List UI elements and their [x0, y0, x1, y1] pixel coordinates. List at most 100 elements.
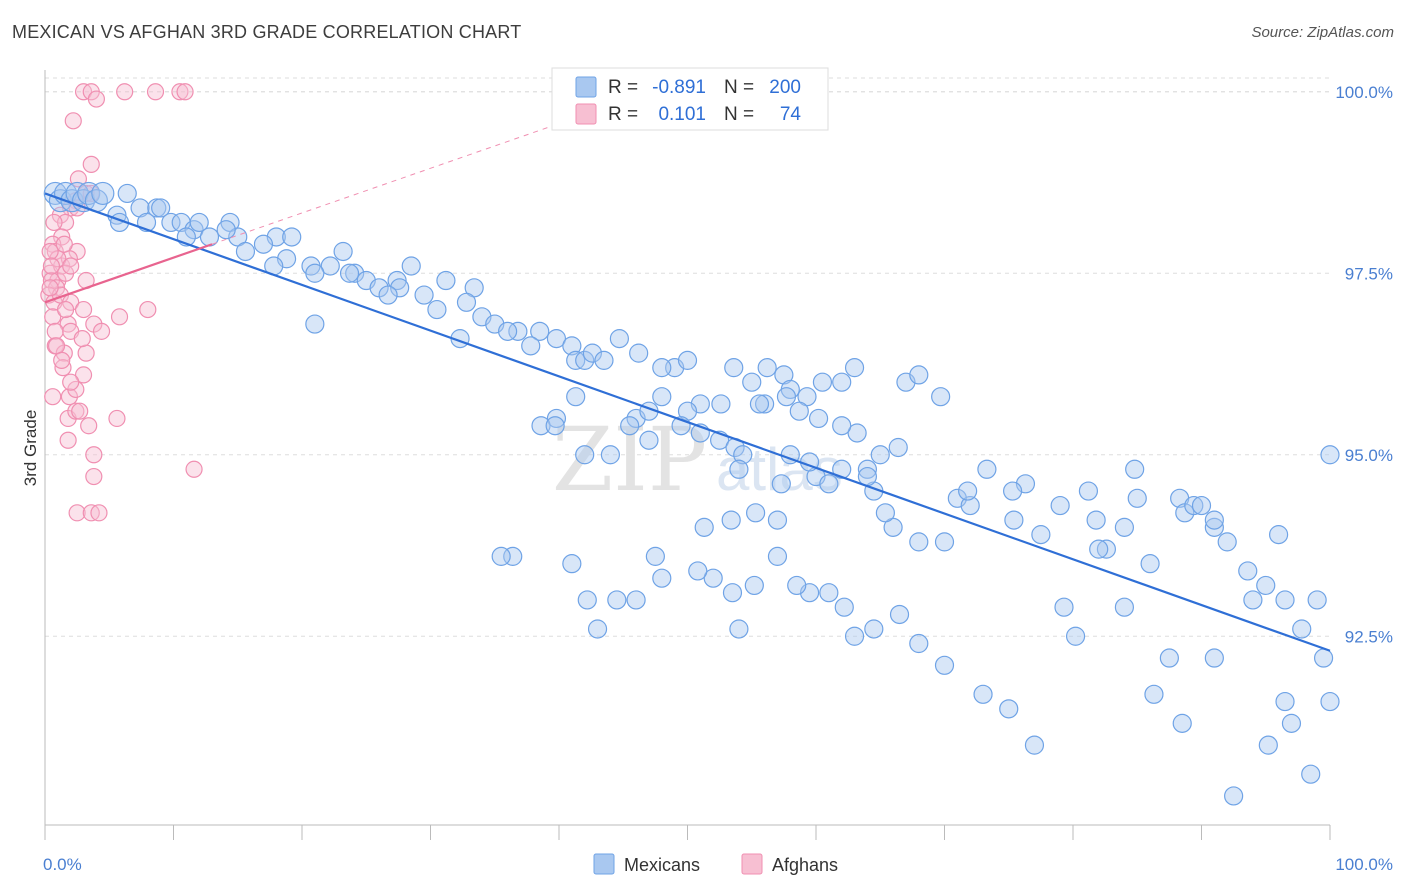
mexicans-point: [754, 394, 775, 414]
mexicans-point: [546, 408, 567, 429]
mexicans-point: [844, 358, 865, 378]
afghans-point: [44, 308, 62, 326]
mexicans-point: [889, 604, 910, 625]
legend-swatch-afghans: [575, 103, 597, 125]
mexicans-point: [870, 445, 890, 465]
mexicans-point: [1320, 445, 1340, 465]
y-tick-label: 95.0%: [1345, 446, 1393, 465]
afghans-point: [92, 322, 111, 340]
mexicans-point: [378, 285, 398, 305]
mexicans-point: [875, 503, 895, 523]
mexicans-point: [1078, 481, 1099, 501]
y-axis-label: 3rd Grade: [21, 410, 40, 487]
mexicans-point: [724, 358, 744, 378]
legend-n-value-1: 200: [769, 77, 801, 98]
afghans-point: [71, 402, 89, 420]
mexicans-point: [694, 517, 714, 537]
mexicans-point: [546, 329, 567, 349]
afghans-point: [45, 213, 63, 232]
mexicans-point: [1024, 735, 1045, 755]
mexicans-point: [847, 423, 867, 443]
mexicans-point: [620, 416, 640, 436]
afghans-point: [110, 308, 129, 326]
mexicans-point: [1275, 590, 1295, 610]
afghans-point: [44, 388, 62, 406]
y-tick-label: 97.5%: [1345, 264, 1393, 283]
mexicans-point: [414, 285, 434, 305]
mexicans-point: [688, 561, 708, 581]
afghans-point: [108, 409, 126, 428]
trend-lines: [44, 123, 1331, 652]
mexicans-point: [333, 241, 353, 262]
mexicans-point: [857, 459, 878, 479]
mexicans-point: [1224, 786, 1244, 806]
afghans-point: [42, 257, 61, 275]
mexicans-point: [305, 263, 325, 283]
mexicans-point: [600, 445, 621, 465]
legend-n-label-1: N =: [724, 77, 754, 98]
mexicans-point: [629, 343, 649, 363]
mexicans-point: [587, 619, 608, 639]
mexicans-point: [819, 583, 839, 603]
mexicans-point: [909, 532, 929, 552]
legend-r-value-2: 0.101: [658, 104, 706, 125]
mexicans-point: [1114, 597, 1135, 617]
mexicans-point: [934, 655, 955, 675]
afghans-point: [87, 90, 106, 108]
afghans-point: [85, 467, 103, 486]
chart-title: MEXICAN VS AFGHAN 3RD GRADE CORRELATION …: [12, 22, 522, 42]
mexicans-point: [958, 481, 978, 501]
mexicans-point: [832, 416, 852, 436]
mexicans-point: [575, 350, 595, 370]
mexicans-point: [787, 575, 807, 596]
series-swatch-afghans: [741, 853, 763, 875]
mexicans-point: [767, 510, 788, 530]
afghans-point: [85, 446, 103, 464]
mexicans-point: [189, 212, 209, 233]
mexicans-trend-line: [44, 192, 1331, 652]
mexicans-point: [491, 546, 511, 566]
mexicans-point: [977, 459, 997, 479]
mexicans-point: [645, 546, 665, 566]
afghans-point: [62, 257, 80, 275]
mexicans-point: [960, 495, 980, 516]
mexicans-point: [1089, 539, 1109, 559]
mexicans-point: [1065, 626, 1086, 646]
mexicans-point: [503, 546, 523, 566]
mexicans-point: [652, 358, 672, 378]
mexicans-point: [1144, 684, 1164, 704]
mexicans-point: [808, 408, 829, 429]
series-swatch-mexicans: [593, 853, 615, 875]
mexicans-point: [1086, 510, 1106, 530]
mexicans-point: [746, 503, 766, 523]
mexicans-point: [931, 387, 951, 407]
mexicans-point: [91, 181, 115, 206]
afghans-point: [46, 322, 64, 340]
legend-n-value-2: 74: [780, 104, 802, 125]
mexicans-point: [1031, 525, 1051, 545]
mexicans-point: [1256, 575, 1276, 596]
afghans-point: [62, 373, 80, 391]
mexicans-point: [508, 321, 528, 341]
mexicans-point: [345, 263, 365, 283]
mexicans-point: [521, 336, 541, 356]
mexicans-point: [722, 583, 743, 603]
mexicans-point: [1096, 539, 1117, 559]
mexicans-point: [1004, 510, 1024, 530]
mexicans-point: [427, 299, 447, 320]
afghans-point: [67, 402, 85, 420]
afghans-point: [55, 235, 73, 253]
mexicans-point: [253, 234, 274, 254]
mexicans-point: [498, 321, 518, 341]
mexicans-point: [117, 183, 137, 204]
mexicans-point: [973, 684, 993, 704]
mexicans-point: [562, 554, 582, 574]
mexicans-point: [545, 416, 565, 436]
mexicans-point: [594, 350, 614, 370]
watermark: ZIP atlas: [552, 408, 843, 511]
mexicans-point: [742, 372, 762, 392]
afghans-point: [74, 300, 93, 319]
legend-n-label-2: N =: [724, 104, 754, 125]
mexicans-point: [771, 474, 791, 494]
